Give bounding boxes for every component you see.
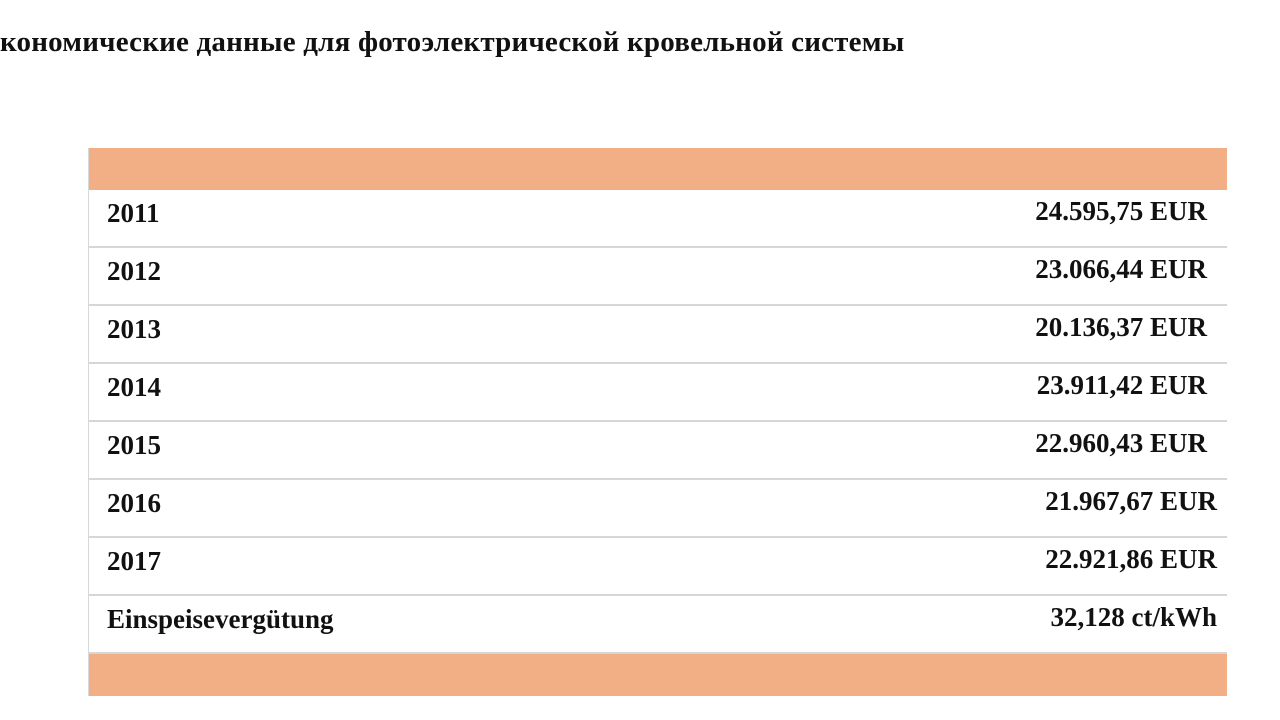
row-value: 23.066,44 EUR <box>1035 254 1207 284</box>
row-value: 32,128 ct/kWh <box>1050 602 1217 632</box>
row-label: 2011 <box>107 198 160 228</box>
row-value: 24.595,75 EUR <box>1035 196 1207 226</box>
page-title: кономические данные для фотоэлектрическо… <box>0 26 905 58</box>
table-footer-band <box>89 654 1227 696</box>
row-value: 22.960,43 EUR <box>1035 428 1207 458</box>
row-label: 2016 <box>107 488 161 518</box>
table-row: 2016 21.967,67 EUR <box>89 480 1227 538</box>
table-row: 2011 24.595,75 EUR <box>89 190 1227 248</box>
row-label: 2013 <box>107 314 161 344</box>
row-value: 21.967,67 EUR <box>1045 486 1217 516</box>
data-table: 2011 24.595,75 EUR 2012 23.066,44 EUR 2013… <box>88 148 1227 696</box>
row-value: 22.921,86 EUR <box>1045 544 1217 574</box>
table-row: 2015 22.960,43 EUR <box>89 422 1227 480</box>
table-row: 2013 20.136,37 EUR <box>89 306 1227 364</box>
table-header-band <box>89 148 1227 190</box>
table-row: 2014 23.911,42 EUR <box>89 364 1227 422</box>
table-row: 2012 23.066,44 EUR <box>89 248 1227 306</box>
row-label: Einspeisevergütung <box>107 604 334 634</box>
row-label: 2015 <box>107 430 161 460</box>
row-label: 2014 <box>107 372 161 402</box>
row-label: 2012 <box>107 256 161 286</box>
row-value: 23.911,42 EUR <box>1036 370 1207 400</box>
row-value: 20.136,37 EUR <box>1035 312 1207 342</box>
row-label: 2017 <box>107 546 161 576</box>
table-row: 2017 22.921,86 EUR <box>89 538 1227 596</box>
table-row: Einspeisevergütung 32,128 ct/kWh <box>89 596 1227 654</box>
